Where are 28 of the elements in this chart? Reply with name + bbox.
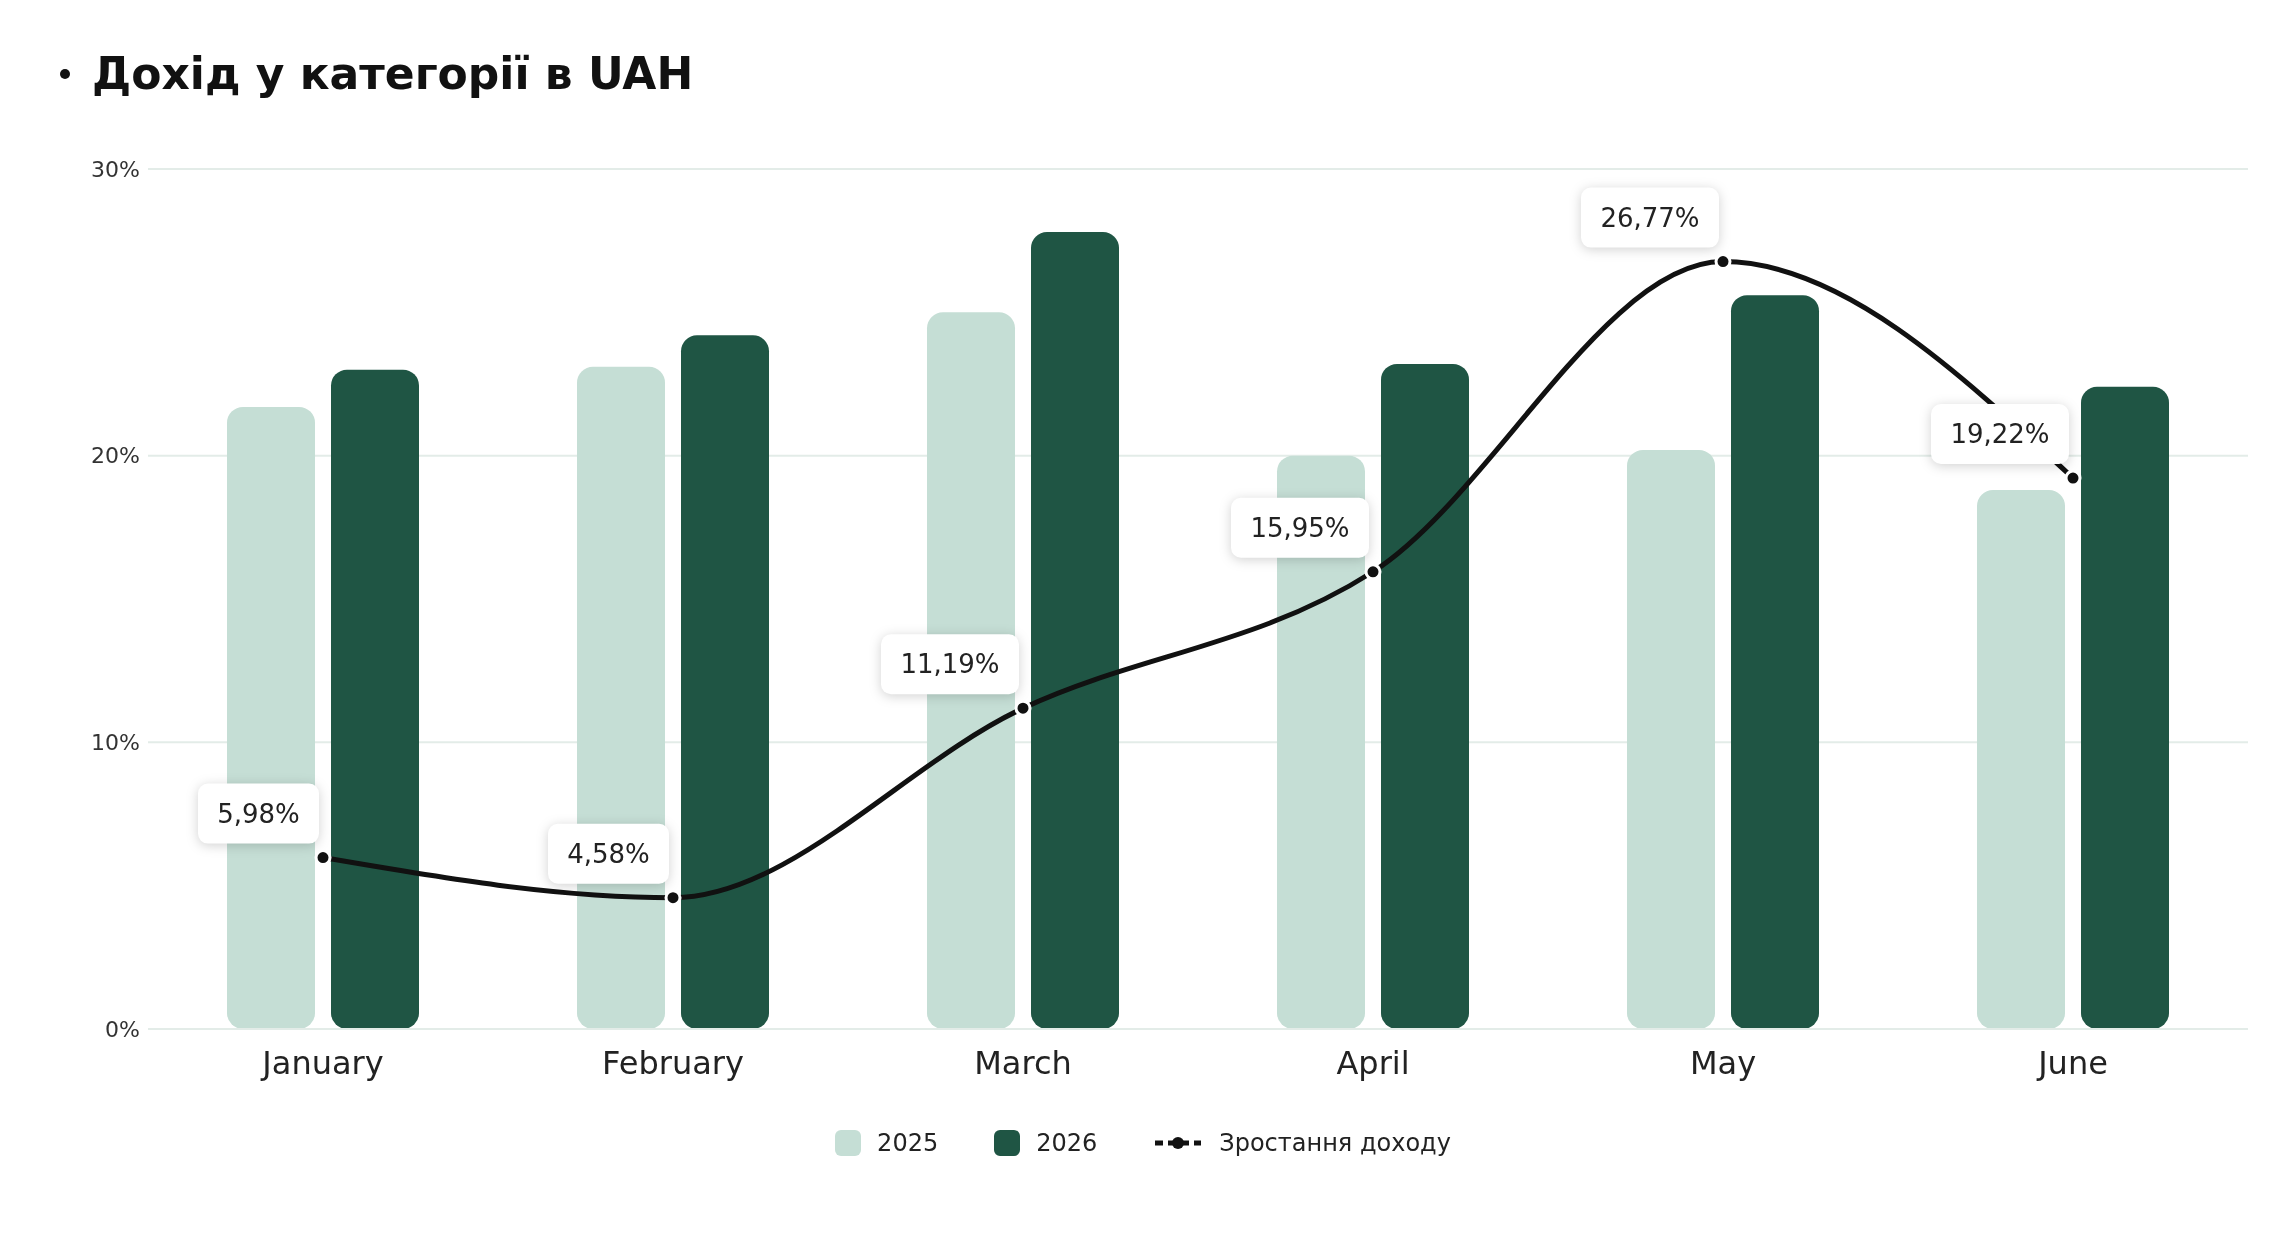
legend-label: Зростання доходу [1219,1129,1451,1157]
x-tick-label: February [602,1043,744,1082]
x-tick-label: May [1689,1043,1757,1082]
bar [331,369,419,1029]
data-label: 11,19% [900,649,1000,680]
y-tick-label: 20% [91,443,140,469]
legend-label: 2026 [1036,1129,1098,1157]
x-tick-label: June [2036,1043,2108,1082]
y-tick-label: 10% [91,730,140,756]
bar [1731,295,1819,1029]
data-label: 4,58% [567,838,650,869]
x-tick-label: April [1336,1043,1410,1082]
x-tick-label: March [974,1043,1072,1082]
chart-title: Дохід у категорії в UAH [92,48,694,99]
bar [1627,449,1715,1029]
data-label: 26,77% [1600,202,1700,233]
bar [2081,386,2169,1029]
bar [1381,363,1469,1029]
y-tick-label: 30% [91,156,140,182]
x-tick-label: January [260,1043,384,1082]
data-label: 5,98% [217,798,300,829]
data-label: 19,22% [1950,419,2050,450]
bar [681,335,769,1029]
legend-label: 2025 [877,1129,939,1157]
y-tick-label: 0% [105,1016,140,1042]
bar [1031,232,1119,1029]
data-label: 15,95% [1250,512,1350,543]
bar [1977,490,2065,1029]
